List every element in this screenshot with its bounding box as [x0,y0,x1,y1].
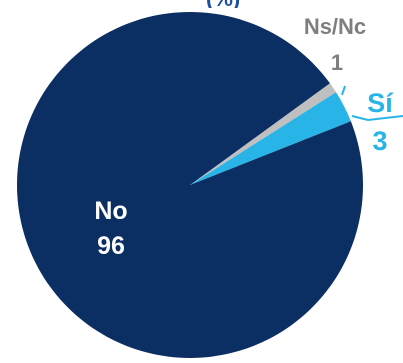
leader-line-si [351,115,403,122]
pie-slice-s [190,92,351,185]
pie-slice-no [16,11,363,358]
clipped-title-strip: (%) [0,0,403,8]
clipped-title-fragment: (%) [206,0,240,8]
slice-value-nsnc: 1 [331,50,343,75]
pie-slice-nsnc [190,83,337,185]
slice-label-no: No [94,197,127,225]
slice-value-no: 96 [97,232,125,260]
slice-value-si: 3 [372,126,387,156]
pie-slices [16,11,363,358]
slice-label-nsnc: Ns/Nc [304,14,366,39]
leader-lines [341,85,403,122]
slice-label-si: Sí [367,88,394,118]
leader-line-nsnc [341,85,346,96]
